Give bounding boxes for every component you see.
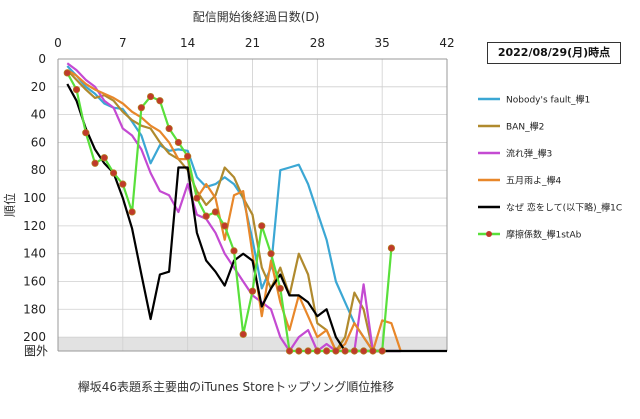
series-6-point [258,222,266,230]
series-6-point [211,208,220,216]
series-line-2 [66,69,401,353]
y-tick-label: 20 [31,80,46,94]
x-tick-label: 42 [439,36,454,50]
series-6-point [156,97,164,105]
series-6-point [184,152,192,160]
y-tick-label: 200 [23,330,46,344]
y-tick-label: 100 [23,191,46,205]
series-6-point [313,347,321,355]
series-6-point [165,124,173,133]
x-tick-label: 21 [245,36,260,50]
x-tick-label: 14 [180,36,195,50]
series-6-point [285,347,294,355]
series-6-point [378,347,386,355]
series-line-4 [66,69,402,353]
series-6-point [304,347,312,355]
series-6-point [137,104,145,112]
y-tick-label: 140 [23,247,46,261]
x-tick-label: 0 [54,36,62,50]
series-6-point [128,208,136,216]
legend-label-1: Nobody's fault_欅1 [506,95,590,106]
series-6-point [82,129,90,137]
y-tick-label-out: 圏外 [24,344,48,358]
legend-marker-6 [486,231,492,237]
legend-label-5: なぜ 恋をして(以下略)_欅1C [506,202,622,214]
series-6-point [202,212,210,220]
y-tick-label: 160 [23,274,46,288]
date-label: 2022/08/29(月)時点 [487,42,621,64]
series-6-point [322,347,331,355]
y-tick-label: 0 [38,52,46,66]
series-6-point [230,247,238,255]
series-6-point [350,347,358,355]
series-6-point [369,347,377,355]
y-tick-label: 60 [31,135,46,149]
series-6-point [91,159,99,167]
y-axis-label: 順位 [2,193,17,217]
series-6-point [332,347,340,355]
series-6-point [239,330,247,338]
series-line-1 [66,65,401,353]
x-tick-label: 35 [375,36,390,50]
y-tick-label: 40 [31,108,46,122]
x-tick-label: 7 [119,36,127,50]
y-tick-label: 120 [23,219,46,233]
legend-label-6: 摩擦係数_欅1stAb [506,229,582,241]
chart-title: 配信開始後経過日数(D) [193,9,320,24]
y-tick-label: 80 [31,163,46,177]
series-6-point [193,194,201,202]
chart-caption: 欅坂46表題系主要曲のiTunes Storeトップソング順位推移 [78,379,395,394]
y-tick-label: 180 [23,302,46,316]
series-6-point [360,347,368,355]
series-6-point [387,244,396,252]
series-6-point [276,284,284,293]
series-6-point [119,180,127,188]
series-6-point [295,347,303,355]
legend-label-3: 流れ弾_欅3 [506,148,552,160]
legend-label-2: BAN_欅2 [506,122,544,133]
series-6-point [341,347,349,355]
series-line-5 [66,83,447,353]
series-6-point [72,85,81,94]
series-6-point [100,154,108,162]
legend-label-4: 五月雨よ_欅4 [506,176,562,187]
series-6-point [147,92,155,101]
series-6-point [267,250,275,258]
series-6-point [174,138,183,147]
series-6-point [63,69,71,77]
series-6-point [109,169,118,177]
series-6-point [248,287,257,295]
x-tick-label: 28 [310,36,325,50]
series-6-point [221,222,229,230]
